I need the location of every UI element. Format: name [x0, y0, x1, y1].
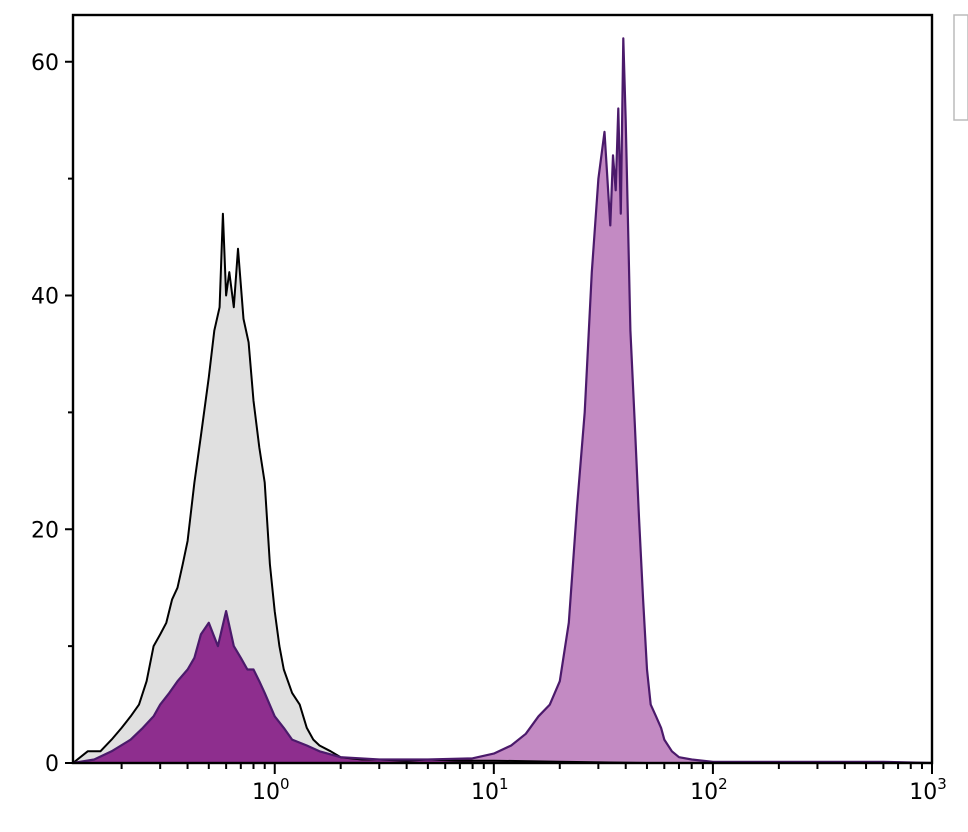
y-tick-label: 20: [31, 518, 59, 543]
stained-histogram-line: [72, 37, 933, 765]
x-tick-label: 102: [690, 775, 728, 805]
axes: 0 20 40 60 100 101 102 103: [31, 13, 947, 805]
legend-box-fragment: [953, 14, 968, 121]
plot-frame: [71, 13, 934, 765]
x-tick-label: 103: [909, 775, 947, 805]
y-tick-label: 60: [31, 51, 59, 76]
x-tick-label: 101: [471, 775, 509, 805]
y-tick-label: 40: [31, 285, 59, 310]
x-tick-label: 100: [252, 775, 290, 805]
y-tick-label: 0: [45, 752, 59, 777]
stained-high-population-fill: [472, 38, 932, 763]
plot-area: [72, 37, 933, 765]
stained-low-population-fill: [73, 611, 473, 763]
